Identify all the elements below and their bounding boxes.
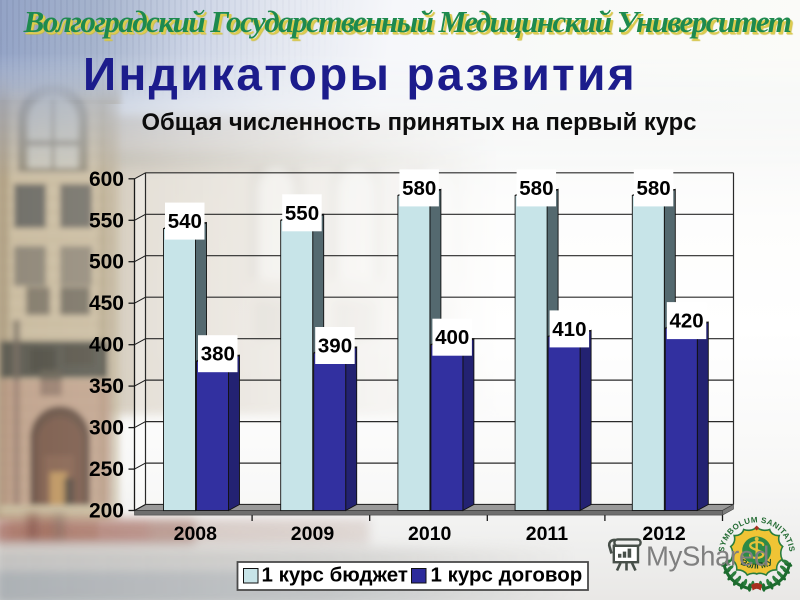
svg-text:300: 300 (89, 417, 124, 440)
svg-text:250: 250 (89, 458, 124, 481)
svg-text:410: 410 (552, 318, 586, 341)
svg-text:1 курс договор: 1 курс договор (431, 564, 583, 587)
svg-text:550: 550 (89, 209, 124, 232)
svg-text:ВолГМУ: ВолГМУ (739, 557, 775, 571)
svg-text:390: 390 (318, 335, 352, 358)
svg-text:2011: 2011 (526, 523, 568, 545)
svg-text:2008: 2008 (174, 523, 218, 545)
svg-text:400: 400 (435, 326, 469, 349)
svg-text:MyShared: MyShared (646, 541, 769, 572)
svg-text:600: 600 (89, 168, 124, 191)
svg-text:2010: 2010 (408, 523, 452, 545)
svg-text:580: 580 (519, 177, 553, 200)
svg-text:550: 550 (285, 202, 319, 225)
svg-text:350: 350 (89, 375, 124, 398)
svg-text:400: 400 (89, 334, 124, 357)
svg-text:450: 450 (89, 292, 124, 315)
svg-text:380: 380 (201, 343, 235, 366)
svg-text:580: 580 (636, 177, 670, 200)
svg-text:580: 580 (402, 177, 436, 200)
svg-text:2009: 2009 (291, 523, 335, 545)
svg-text:2012: 2012 (642, 523, 686, 545)
svg-text:420: 420 (669, 310, 703, 333)
svg-text:1 курс бюджет: 1 курс бюджет (262, 564, 408, 587)
svg-text:200: 200 (89, 500, 124, 523)
svg-text:540: 540 (168, 210, 202, 233)
svg-text:500: 500 (89, 251, 124, 274)
